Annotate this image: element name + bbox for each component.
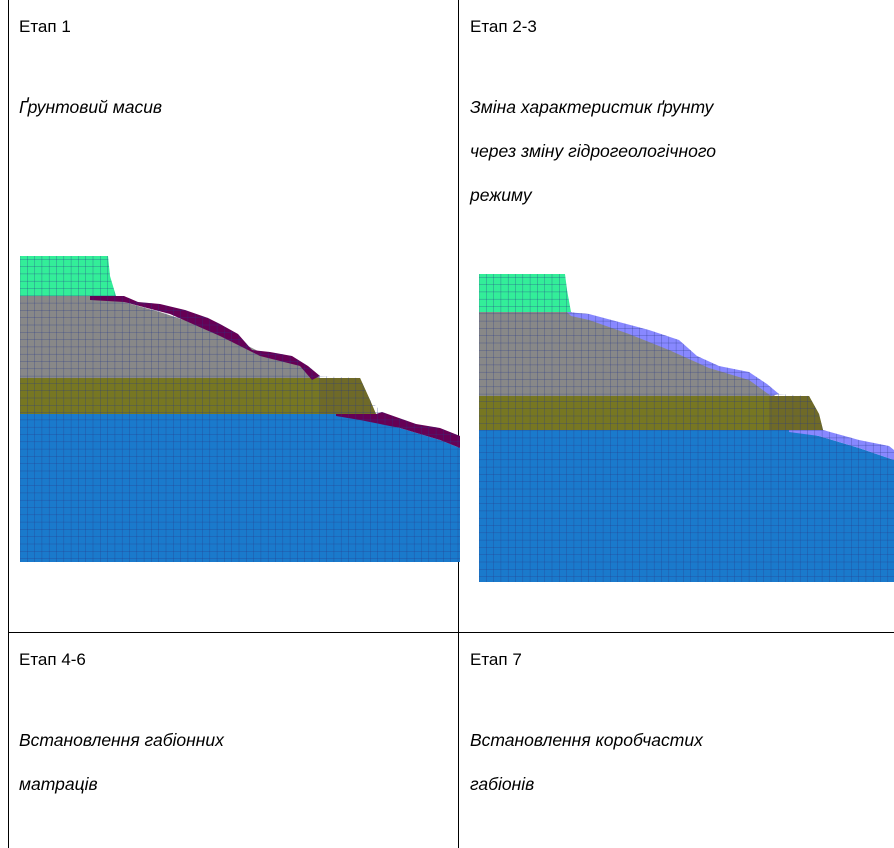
table-border-middle [458, 0, 459, 848]
stage-cell-4: Етап 7 Встановлення коробчастих габіонів [459, 633, 894, 848]
stage-description: Встановлення коробчастих габіонів [470, 718, 850, 806]
description-line: Ґрунтовий масив [19, 97, 163, 117]
fem-mesh-stage-1 [20, 252, 460, 564]
blue-soil-layer [20, 414, 460, 562]
description-line: Зміна характеристик ґрунту [470, 97, 714, 117]
fem-mesh-svg [479, 274, 894, 582]
grey-soil-layer [479, 312, 775, 396]
fem-mesh-stage-2 [479, 270, 894, 586]
stage-description: Зміна характеристик ґрунту через зміну г… [470, 85, 850, 217]
maroon-strip-lower [336, 412, 460, 448]
description-line: режиму [470, 185, 532, 205]
stage-cell-3: Етап 4-6 Встановлення габіонних матраців [8, 633, 458, 848]
table-border-row [8, 632, 894, 633]
olive-soil-layer [20, 378, 376, 414]
description-line: Встановлення габіонних [19, 730, 224, 750]
description-line: матраців [19, 774, 98, 794]
grey-soil-layer [20, 296, 320, 378]
stage-label: Етап 1 [19, 17, 71, 36]
description-line: габіонів [470, 774, 535, 794]
stage-description: Встановлення габіонних матраців [19, 718, 399, 806]
stage-description: Ґрунтовий масив [19, 85, 399, 129]
stage-label: Етап 7 [470, 650, 522, 669]
stage-cell-1: Етап 1 Ґрунтовий масив [8, 0, 460, 632]
fem-mesh-svg [20, 256, 460, 562]
blue-soil-layer [479, 430, 894, 582]
mint-soil-layer [479, 274, 571, 312]
stage-label: Етап 4-6 [19, 650, 86, 669]
stage-label: Етап 2-3 [470, 17, 537, 36]
table-border-left [8, 0, 9, 848]
olive-block [769, 396, 823, 430]
stage-cell-2: Етап 2-3 Зміна характеристик ґрунту чере… [459, 0, 894, 632]
mint-soil-layer [20, 256, 116, 296]
olive-soil-layer [479, 396, 823, 430]
description-line: через зміну гідрогеологічного [470, 141, 716, 161]
description-line: Встановлення коробчастих [470, 730, 703, 750]
stages-table: Етап 1 Ґрунтовий масив Етап 2-3 Зміна ха… [8, 0, 894, 848]
